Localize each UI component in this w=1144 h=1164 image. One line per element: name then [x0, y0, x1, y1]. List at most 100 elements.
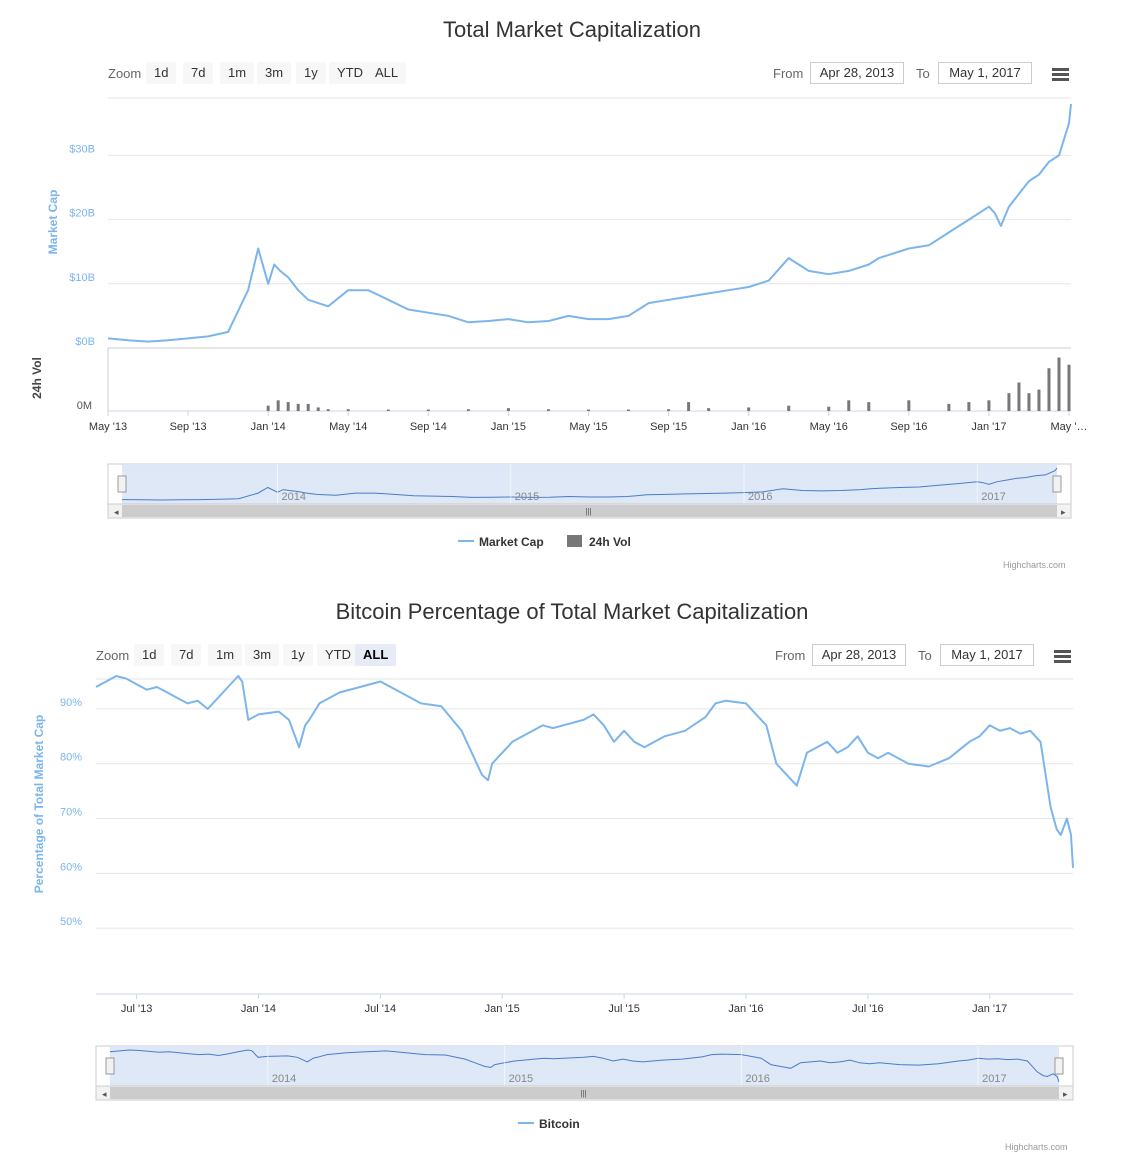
y-tick-label: 50%	[60, 916, 82, 928]
volume-bar	[1067, 364, 1071, 411]
x-tick-label: Jan '16	[728, 1003, 763, 1015]
y-tick-label: 70%	[60, 807, 82, 819]
highcharts-credit[interactable]: Highcharts.com	[1005, 1142, 1068, 1152]
volume-bar	[787, 405, 791, 411]
zoom-1m-button[interactable]: 1m	[208, 644, 243, 666]
zoom-7d-button[interactable]: 7d	[183, 62, 214, 84]
volume-tick-label: 0M	[77, 400, 92, 412]
x-tick-label: Sep '15	[650, 421, 687, 433]
x-tick-label: May '15	[569, 421, 607, 433]
zoom-1y-button[interactable]: 1y	[283, 644, 313, 666]
to-date-input[interactable]: May 1, 2017	[940, 644, 1034, 666]
chart-title: Bitcoin Percentage of Total Market Capit…	[335, 599, 809, 624]
volume-bar	[1017, 382, 1021, 411]
market-cap-chart: Total Market Capitalization Zoom 1d 7d 1…	[30, 17, 1088, 570]
volume-bar	[667, 409, 671, 411]
zoom-all-button[interactable]: ALL	[367, 62, 407, 84]
highcharts-credit[interactable]: Highcharts.com	[1003, 560, 1066, 570]
volume-bar	[1037, 389, 1041, 411]
zoom-all-button[interactable]: ALL	[355, 644, 397, 666]
scrollbar-thumb	[122, 505, 1057, 517]
x-tick-label: Jul '16	[852, 1003, 883, 1015]
zoom-3m-button[interactable]: 3m	[245, 644, 280, 666]
market-cap-plot: $0B $10B $20B $30B 0M Market Cap 24h Vol May '1…	[30, 97, 1088, 549]
x-tick-label: Jan '17	[971, 421, 1006, 433]
volume-bar	[506, 408, 510, 411]
scroll-left-arrow-icon: ◂	[114, 507, 119, 517]
scroll-right-arrow-icon: ▸	[1063, 1089, 1068, 1099]
volume-bar	[847, 400, 851, 411]
x-tick-label: Jan '14	[241, 1003, 276, 1015]
scroll-right-arrow-icon: ▸	[1061, 507, 1066, 517]
y-tick-label: 80%	[60, 752, 82, 764]
zoom-1d-button[interactable]: 1d	[134, 644, 165, 666]
y-tick-label: 60%	[60, 861, 82, 873]
x-tick-label: Sep '14	[410, 421, 447, 433]
volume-bar	[546, 409, 550, 411]
x-tick-label: May '…	[1051, 421, 1088, 433]
x-tick-label: Jan '14	[251, 421, 286, 433]
volume-bar	[266, 405, 270, 411]
to-label: To	[916, 66, 930, 81]
x-tick-label: May '14	[329, 421, 367, 433]
zoom-label: Zoom	[96, 648, 130, 663]
y-tick-label: $30B	[69, 143, 95, 155]
volume-bar	[707, 408, 711, 411]
from-date-input[interactable]: Apr 28, 2013	[810, 62, 904, 84]
bitcoin-percentage-plot: 50% 60% 70% 80% 90% Percentage of Total Marke…	[32, 675, 1074, 1131]
x-tick-label: May '16	[810, 421, 848, 433]
volume-bar	[586, 409, 590, 411]
x-tick-label: Jan '15	[485, 1003, 520, 1015]
navigator-year-label: 2016	[748, 491, 772, 503]
to-date-input[interactable]: May 1, 2017	[938, 62, 1032, 84]
from-date-input[interactable]: Apr 28, 2013	[812, 644, 906, 666]
volume-bar	[907, 400, 911, 411]
scroll-left-arrow-icon: ◂	[102, 1089, 107, 1099]
zoom-1d-button[interactable]: 1d	[146, 62, 177, 84]
zoom-1y-button[interactable]: 1y	[296, 62, 326, 84]
zoom-ytd-button[interactable]: YTD	[329, 62, 371, 84]
x-tick-label: Sep '16	[890, 421, 927, 433]
zoom-label: Zoom	[108, 66, 142, 81]
volume-bar	[466, 409, 470, 411]
hamburger-menu-icon[interactable]	[1049, 63, 1073, 85]
legend-bitcoin-label: Bitcoin	[539, 1117, 580, 1131]
y-tick-label: $0B	[75, 336, 95, 348]
zoom-1m-button[interactable]: 1m	[220, 62, 255, 84]
zoom-7d-button[interactable]: 7d	[171, 644, 202, 666]
volume-bar	[1057, 357, 1061, 411]
y-tick-label: $10B	[69, 272, 95, 284]
volume-bar	[296, 403, 300, 411]
market-cap-line	[107, 103, 1072, 343]
volume-bar	[286, 402, 290, 411]
navigator-right-handle	[1054, 1057, 1064, 1075]
y-axis-title: Percentage of Total Market Cap	[32, 715, 46, 894]
zoom-ytd-button[interactable]: YTD	[317, 644, 359, 666]
volume-bar	[627, 409, 631, 411]
chart-title: Total Market Capitalization	[442, 17, 701, 42]
x-tick-label: Jan '15	[491, 421, 526, 433]
volume-bar	[687, 402, 691, 411]
volume-bar	[276, 400, 280, 411]
x-tick-label: Jan '16	[731, 421, 766, 433]
from-label: From	[775, 648, 806, 663]
from-label: From	[773, 66, 804, 81]
zoom-3m-button[interactable]: 3m	[257, 62, 292, 84]
navigator-year-label: 2015	[515, 491, 539, 503]
volume-bar	[386, 409, 390, 411]
navigator-year-label: 2016	[745, 1073, 769, 1085]
volume-bar	[316, 407, 320, 411]
volume-bar	[326, 409, 330, 411]
navigator-selection	[122, 464, 1057, 504]
y-tick-label: 90%	[60, 697, 82, 709]
volume-bar	[827, 406, 831, 411]
navigator-series-line	[109, 1049, 1060, 1083]
y-axis-title: Market Cap	[46, 190, 60, 255]
volume-bar	[1007, 393, 1011, 411]
scrollbar-grip-icon: |||	[586, 507, 592, 516]
volume-axis-title: 24h Vol	[30, 357, 44, 399]
hamburger-menu-icon[interactable]	[1051, 645, 1075, 667]
x-tick-label: Jan '17	[972, 1003, 1007, 1015]
navigator-left-handle	[105, 1057, 115, 1075]
volume-bar	[867, 402, 871, 411]
